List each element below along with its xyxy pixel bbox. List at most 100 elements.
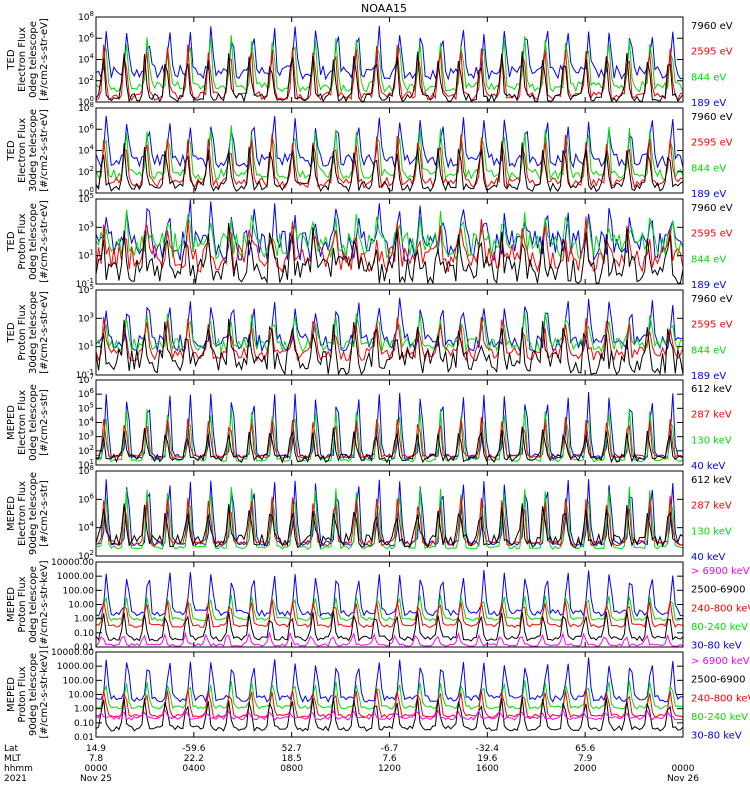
y-tick-label: 105 — [78, 401, 94, 414]
legend-label: 287 keV — [691, 410, 732, 421]
y-tick-label: 0.10 — [74, 629, 94, 639]
legend-label: 844 eV — [691, 345, 726, 356]
y-tick-label: 101 — [78, 340, 94, 353]
y-axis-label: [#/cm2-s-str] — [39, 389, 50, 456]
y-axis-label: TED — [6, 231, 17, 252]
legend-label: 189 eV — [691, 189, 726, 200]
legend-label: 7960 eV — [691, 294, 733, 305]
y-axis-label: Proton Flux — [17, 304, 28, 360]
panel-frame — [95, 107, 684, 194]
y-tick-label: 100 — [78, 186, 94, 199]
y-tick-label: 101 — [78, 249, 94, 262]
time-axis-value: 22.2 — [184, 754, 204, 764]
y-axis-label: 0deg telescope — [28, 566, 39, 643]
legend-label: 40 keV — [691, 552, 725, 563]
y-axis-label: MEPED — [6, 677, 17, 712]
panel-7 — [95, 561, 684, 648]
series-line — [96, 297, 683, 353]
y-tick-label: 103 — [78, 430, 94, 443]
series-line — [96, 688, 683, 719]
y-axis-label: [#/cm2-s-str-keV] — [39, 650, 50, 738]
y-axis-label: 90deg telescope — [28, 472, 39, 555]
legend-label: 30-80 keV — [691, 731, 742, 742]
panel-6 — [95, 470, 684, 557]
series-line — [96, 44, 683, 102]
y-tick-label: 100 — [78, 95, 94, 108]
y-tick-label: 105 — [78, 283, 94, 296]
time-axis-value: -6.7 — [381, 744, 399, 754]
y-tick-label: 102 — [78, 165, 94, 178]
y-axis-label: 0deg telescope — [28, 203, 39, 280]
time-axis-value: 7.8 — [89, 754, 104, 764]
panel-4 — [95, 289, 684, 376]
series-line — [96, 222, 683, 284]
y-axis-label: 90deg telescope — [28, 653, 39, 736]
series-line — [96, 142, 683, 193]
y-tick-label: 10000.00 — [51, 648, 94, 658]
time-axis-value: 0400 — [182, 764, 205, 774]
y-tick-label: 1000.00 — [57, 662, 94, 672]
y-tick-label: 104 — [78, 521, 94, 534]
y-axis-label: 0deg telescope — [28, 21, 39, 98]
y-axis-label: TED — [6, 140, 17, 161]
y-tick-label: 105 — [78, 192, 94, 205]
legend-label: 130 keV — [691, 526, 732, 537]
series-line — [96, 680, 683, 710]
panel-5 — [95, 379, 684, 466]
legend-label: 189 eV — [691, 280, 726, 291]
time-axis-value: 2000 — [574, 764, 597, 774]
legend-label: > 6900 keV — [691, 656, 750, 667]
y-axis-label: [#/cm2-s-str-eV] — [39, 200, 50, 283]
y-axis-label: [#/cm2-s-str-eV] — [39, 18, 50, 101]
y-tick-label: 104 — [78, 53, 94, 66]
series-line — [96, 599, 683, 629]
time-axis-value: 0800 — [280, 764, 303, 774]
y-axis-label: Proton Flux — [17, 576, 28, 632]
series-line — [96, 503, 683, 549]
series-line — [96, 216, 683, 274]
y-tick-label: 106 — [78, 492, 94, 505]
y-tick-label: 104 — [78, 416, 94, 429]
legend-label: 2595 eV — [691, 320, 733, 331]
y-axis-label: TED — [6, 322, 17, 343]
time-axis-value: Nov 25 — [80, 774, 112, 784]
y-tick-label: 104 — [78, 144, 94, 157]
y-tick-label: 0.10 — [74, 719, 94, 729]
time-axis-value: 1600 — [476, 764, 499, 774]
legend-label: 844 eV — [691, 72, 726, 83]
time-axis-value: 7.6 — [382, 754, 397, 764]
y-axis-label: Electron Flux — [17, 118, 28, 183]
legend-label: 240-800 keV — [691, 603, 750, 614]
legend-label: 844 eV — [691, 163, 726, 174]
y-axis-label: 30deg telescope — [28, 291, 39, 374]
series-line — [96, 115, 683, 170]
chart-title: NOAA15 — [361, 2, 407, 15]
y-axis-label: MEPED — [6, 587, 17, 622]
legend-label: 189 eV — [691, 371, 726, 382]
time-row-label: MLT — [4, 754, 22, 764]
time-axis-value: 0000 — [672, 764, 695, 774]
time-row-label: 2021 — [4, 774, 27, 784]
y-tick-label: 106 — [78, 122, 94, 135]
y-tick-label: 101 — [78, 458, 94, 471]
legend-label: 287 keV — [691, 501, 732, 512]
y-tick-label: 107 — [78, 373, 94, 386]
y-tick-label: 106 — [78, 31, 94, 44]
y-tick-label: 10-1 — [76, 368, 94, 381]
y-tick-label: 108 — [78, 10, 94, 23]
y-tick-label: 106 — [78, 387, 94, 400]
time-axis-value: 52.7 — [282, 744, 302, 754]
y-axis-label: 0deg telescope — [28, 384, 39, 461]
y-axis-label: Electron Flux — [17, 390, 28, 455]
series-line — [96, 479, 683, 547]
series-line — [96, 391, 683, 460]
legend-label: 240-800 keV — [691, 693, 750, 704]
y-tick-label: 10000.00 — [51, 558, 94, 568]
panel-frame — [95, 289, 684, 376]
panel-3 — [95, 198, 684, 285]
time-axis-value: 1200 — [378, 764, 401, 774]
legend-label: 2595 eV — [691, 229, 733, 240]
legend-label: 30-80 keV — [691, 641, 742, 652]
legend-label: 80-240 keV — [691, 622, 748, 633]
